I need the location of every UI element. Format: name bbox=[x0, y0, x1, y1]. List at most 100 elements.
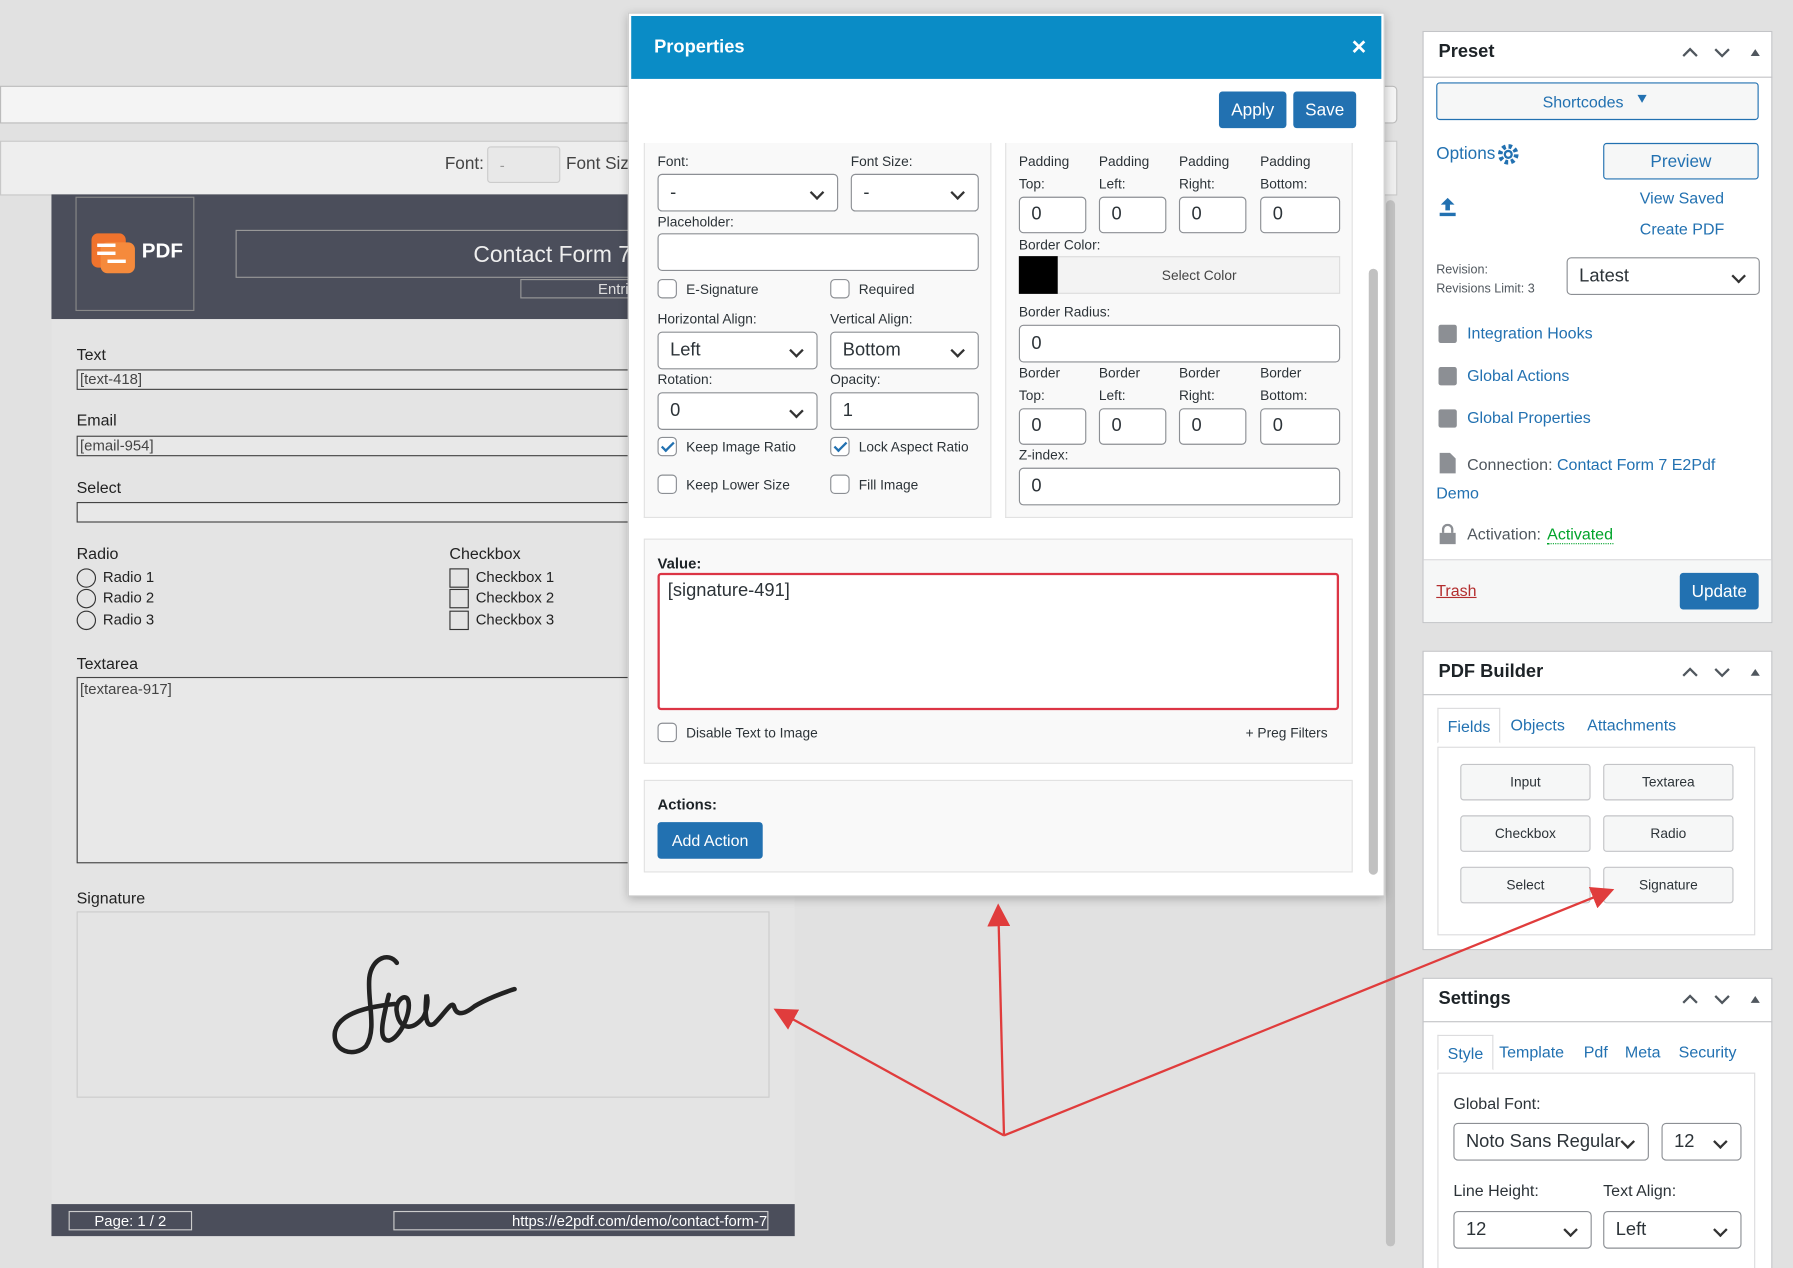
font-size-select[interactable]: - bbox=[850, 173, 979, 212]
padding-input[interactable]: 0 bbox=[1260, 196, 1341, 234]
builder-item[interactable]: Checkbox bbox=[1460, 815, 1591, 852]
checkbox-label: E-Signature bbox=[686, 281, 759, 298]
border-input[interactable]: 0 bbox=[1098, 408, 1167, 445]
checkbox[interactable] bbox=[657, 436, 677, 457]
checkbox-label: Fill Image bbox=[858, 476, 919, 493]
upload-icon[interactable] bbox=[1439, 197, 1457, 218]
preset-panel bbox=[1422, 30, 1773, 624]
radio-option: Radio 1 bbox=[102, 568, 155, 586]
sidebar-link[interactable]: Global Properties bbox=[1467, 408, 1591, 427]
color-swatch bbox=[1018, 256, 1058, 294]
placeholder-input[interactable] bbox=[657, 233, 979, 272]
label: Top: bbox=[1018, 387, 1045, 404]
label: Left: bbox=[1098, 176, 1126, 193]
toolbar-font-size-label: Font Size bbox=[566, 154, 639, 174]
view-saved-link[interactable]: View Saved bbox=[1639, 188, 1725, 207]
connection-link[interactable]: Contact Form 7 E2Pdf Demo bbox=[1436, 455, 1716, 502]
label: Opacity: bbox=[830, 371, 881, 388]
font-select[interactable]: - bbox=[657, 173, 839, 212]
panel-controls[interactable] bbox=[1679, 991, 1766, 1007]
padding-input[interactable]: 0 bbox=[1098, 196, 1167, 234]
builder-item[interactable]: Textarea bbox=[1603, 763, 1734, 801]
line-height-select[interactable]: 12 bbox=[1453, 1210, 1592, 1249]
checkbox[interactable] bbox=[830, 436, 850, 457]
panel-controls[interactable] bbox=[1679, 45, 1766, 61]
arrow bbox=[773, 1008, 1005, 1137]
checkbox[interactable] bbox=[830, 279, 850, 299]
modal-scrollbar[interactable] bbox=[1368, 268, 1378, 875]
pdf-footer bbox=[51, 1204, 795, 1237]
shortcodes-button[interactable]: Shortcodes bbox=[1436, 82, 1759, 121]
tab[interactable]: Objects bbox=[1510, 715, 1565, 735]
label: Border Color: bbox=[1018, 236, 1101, 253]
border-input[interactable]: 0 bbox=[1018, 408, 1087, 445]
horizontal-align-select[interactable]: Left bbox=[657, 331, 818, 370]
builder-item[interactable]: Signature bbox=[1603, 866, 1734, 904]
save-button[interactable]: Save bbox=[1293, 91, 1357, 129]
add-action-button[interactable]: Add Action bbox=[657, 822, 763, 859]
checkbox[interactable] bbox=[657, 279, 677, 299]
color-picker[interactable]: Select Color bbox=[1018, 256, 1341, 294]
update-button[interactable]: Update bbox=[1679, 572, 1759, 610]
padding-input[interactable]: 0 bbox=[1018, 196, 1087, 234]
close-button[interactable]: × bbox=[1351, 32, 1367, 61]
global-font-select[interactable]: Noto Sans Regular bbox=[1453, 1122, 1649, 1161]
label: Rotation: bbox=[657, 371, 713, 388]
tab[interactable]: Pdf bbox=[1583, 1042, 1608, 1062]
text-align-select[interactable]: Left bbox=[1603, 1210, 1742, 1249]
checkbox[interactable] bbox=[830, 474, 850, 494]
sidebar-link[interactable]: Global Actions bbox=[1467, 365, 1570, 385]
checkbox[interactable] bbox=[657, 474, 677, 494]
border-input[interactable]: 0 bbox=[1260, 408, 1341, 445]
activation-label: Activation: bbox=[1467, 524, 1541, 544]
field-input: [email-954] bbox=[76, 435, 763, 457]
opacity-input[interactable]: 1 bbox=[830, 392, 979, 430]
scrollbar[interactable] bbox=[1385, 200, 1396, 1247]
rotation-select[interactable]: 0 bbox=[657, 392, 818, 430]
panel-controls[interactable] bbox=[1679, 664, 1766, 680]
toolbar-font-select[interactable]: - bbox=[487, 146, 561, 183]
value-label: Value: bbox=[657, 554, 702, 572]
builder-item[interactable]: Radio bbox=[1603, 815, 1734, 852]
trash-link[interactable]: Trash bbox=[1436, 580, 1477, 600]
checkbox-label: Required bbox=[858, 281, 915, 298]
tab[interactable]: Template bbox=[1499, 1042, 1565, 1062]
checkbox-label: Disable Text to Image bbox=[686, 724, 818, 741]
preview-button[interactable]: Preview bbox=[1603, 142, 1759, 180]
builder-item[interactable]: Select bbox=[1460, 866, 1591, 904]
checkbox-label: Keep Image Ratio bbox=[686, 439, 796, 456]
activation-status[interactable]: Activated bbox=[1547, 524, 1613, 545]
checkbox[interactable] bbox=[657, 722, 677, 743]
revisions-limit: Revisions Limit: 3 bbox=[1436, 282, 1535, 297]
value-textarea[interactable]: [signature-491] bbox=[657, 572, 1340, 711]
tab[interactable]: Fields bbox=[1437, 707, 1501, 744]
label: Top: bbox=[1018, 176, 1045, 193]
options-link[interactable]: Options bbox=[1436, 144, 1496, 164]
radio-circle bbox=[76, 568, 97, 588]
revision-select[interactable]: Latest bbox=[1566, 257, 1760, 296]
border-radius-input[interactable]: 0 bbox=[1018, 324, 1341, 363]
tab[interactable]: Style bbox=[1437, 1034, 1494, 1071]
apply-button[interactable]: Apply bbox=[1218, 91, 1287, 129]
tab[interactable]: Attachments bbox=[1587, 715, 1677, 735]
label: Border bbox=[1260, 364, 1302, 381]
border-input[interactable]: 0 bbox=[1178, 408, 1247, 445]
create-pdf-link[interactable]: Create PDF bbox=[1639, 219, 1725, 238]
label: Bottom: bbox=[1260, 176, 1308, 193]
vertical-align-select[interactable]: Bottom bbox=[830, 331, 979, 370]
z-index-input[interactable]: 0 bbox=[1018, 467, 1341, 506]
panel-title: Preset bbox=[1438, 42, 1495, 62]
panel-title: Settings bbox=[1438, 989, 1511, 1009]
checkbox-option: Checkbox 3 bbox=[475, 610, 555, 628]
checkbox-square bbox=[449, 610, 469, 631]
label: Right: bbox=[1178, 387, 1215, 404]
checkbox-option: Checkbox 2 bbox=[475, 588, 555, 607]
padding-input[interactable]: 0 bbox=[1178, 196, 1247, 234]
tab[interactable]: Security bbox=[1678, 1042, 1737, 1062]
tab[interactable]: Meta bbox=[1624, 1042, 1661, 1062]
toolbar-font-label: Font: bbox=[444, 154, 484, 174]
sidebar-link[interactable]: Integration Hooks bbox=[1467, 323, 1593, 342]
preg-filters-link[interactable]: + Preg Filters bbox=[1245, 724, 1328, 741]
font-size-select[interactable]: 12 bbox=[1661, 1122, 1742, 1161]
builder-item[interactable]: Input bbox=[1460, 763, 1591, 801]
